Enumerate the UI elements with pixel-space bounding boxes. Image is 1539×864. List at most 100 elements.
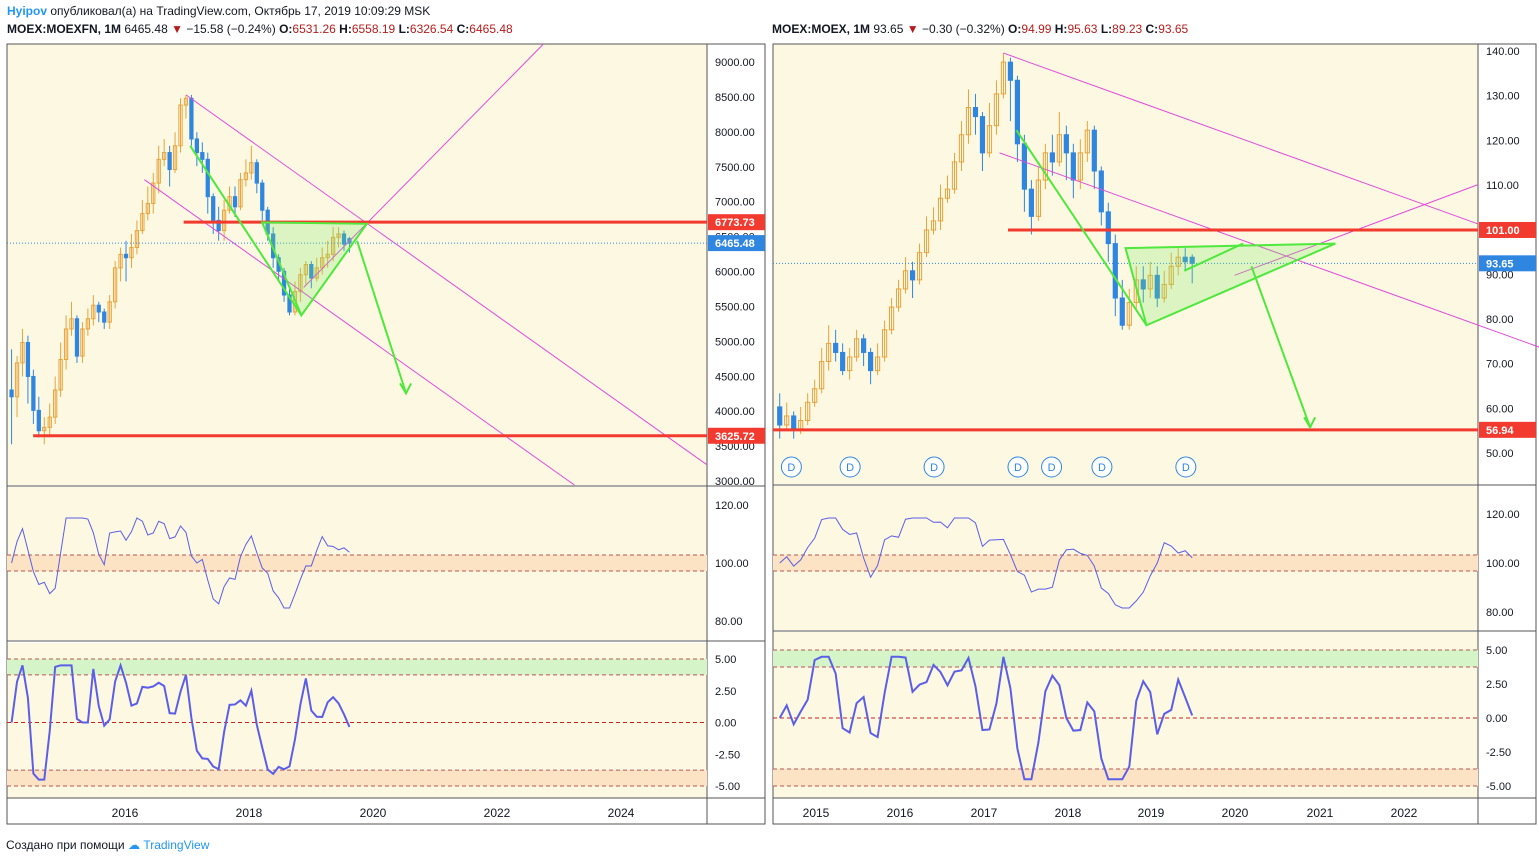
- candle-body: [1063, 134, 1069, 154]
- candle-body: [232, 196, 238, 208]
- close-value: 93.65: [1158, 22, 1189, 36]
- candle-body: [965, 107, 972, 136]
- candle-body: [178, 104, 183, 147]
- channel-lower-line: [999, 152, 1539, 348]
- candle-body: [944, 188, 951, 199]
- price-tag-label: 93.65: [1486, 258, 1514, 270]
- candle-body: [53, 389, 58, 418]
- time-tick-label: 2021: [1307, 806, 1334, 820]
- last-price: 93.65: [873, 22, 904, 36]
- symbol-label[interactable]: MOEX:MOEX, 1M: [772, 22, 871, 36]
- low-label: L:: [398, 22, 410, 36]
- candle-body: [162, 152, 167, 160]
- candle-body: [112, 267, 118, 303]
- candle-body: [854, 338, 860, 358]
- dividend-marker: [839, 456, 861, 478]
- candle-body: [916, 252, 923, 281]
- candle-body: [1189, 256, 1195, 264]
- dividend-marker: [1091, 456, 1113, 478]
- candle-body: [1077, 152, 1083, 181]
- candle-body: [1105, 211, 1111, 245]
- price-tick-label: 3500.00: [715, 441, 755, 453]
- osc2-lower-band: [773, 769, 1478, 786]
- candle-body: [36, 409, 41, 432]
- tradingview-link[interactable]: TradingView: [143, 838, 210, 852]
- high-value: 6558.19: [351, 22, 396, 36]
- price-tag-label: 3625.72: [715, 431, 755, 443]
- channel-lower-line: [144, 179, 575, 486]
- price-tag: [1479, 255, 1536, 272]
- candle-body: [42, 426, 47, 432]
- candle-body: [336, 233, 341, 238]
- price-tick-label: 6000.00: [715, 267, 755, 279]
- down-target-arrow: [1250, 265, 1312, 428]
- osc2-tick-label: 0.00: [1486, 713, 1507, 725]
- price-tag: [708, 214, 765, 231]
- price-tick-label: 3000.00: [715, 476, 755, 488]
- arrow-head: [399, 382, 412, 396]
- dividend-marker-label: D: [1014, 462, 1022, 474]
- candle-body: [211, 196, 216, 221]
- candle-body: [341, 233, 347, 245]
- oscillator2-line: [10, 662, 351, 781]
- candle-body: [972, 107, 979, 118]
- price-pane: [7, 44, 707, 485]
- symbol-label[interactable]: MOEX:MOEXFN, 1M: [7, 22, 122, 36]
- candle-body: [1168, 265, 1174, 285]
- channel-upper-line: [1003, 52, 1479, 225]
- high-label: H:: [1054, 22, 1068, 36]
- candle-body: [325, 253, 330, 259]
- candle-body: [1014, 79, 1021, 145]
- osc1-tick-label: 120.00: [1486, 509, 1520, 521]
- price-tag: [1479, 421, 1536, 438]
- change-value: −0.30 (−0.32%): [921, 22, 1005, 36]
- time-tick-label: 2018: [236, 806, 263, 820]
- price-tick-label: 9000.00: [715, 57, 755, 69]
- price-tick-label: 70.00: [1486, 359, 1514, 371]
- candle-body: [805, 401, 811, 421]
- candle-body: [200, 152, 205, 160]
- high-label: H:: [339, 22, 352, 36]
- candle-body: [1021, 143, 1028, 190]
- candle-body: [330, 236, 336, 255]
- time-tick-label: 2017: [971, 806, 998, 820]
- close-label: C:: [456, 22, 470, 36]
- osc1-band: [7, 555, 707, 571]
- candle-body: [216, 219, 221, 232]
- candle-body: [1140, 279, 1146, 290]
- left-chart-panel[interactable]: 9000.008500.008000.007500.007000.006500.…: [0, 0, 768, 835]
- time-tick-label: 2016: [112, 806, 139, 820]
- price-tag: [1479, 221, 1536, 238]
- candle-body: [1161, 283, 1167, 299]
- price-tick-label: 80.00: [1486, 314, 1514, 326]
- price-tick-label: 110.00: [1486, 180, 1519, 192]
- candle-body: [1070, 152, 1076, 181]
- candle-body: [91, 304, 96, 320]
- candle-body: [902, 270, 909, 290]
- candle-body: [58, 358, 63, 391]
- price-tag-label: 56.94: [1486, 425, 1514, 437]
- candle-body: [847, 356, 853, 372]
- osc1-band: [773, 555, 1478, 571]
- publish-info: опубликовал(а) на TradingView.com, Октяб…: [50, 4, 431, 18]
- time-tick-label: 2020: [1222, 806, 1249, 820]
- candle-body: [993, 93, 1000, 127]
- dividend-marker-label: D: [1182, 462, 1190, 474]
- osc1-tick-label: 80.00: [1486, 607, 1514, 619]
- time-tick-label: 2024: [608, 806, 635, 820]
- right-chart-panel[interactable]: 140.00 130.00 120.00 110.00 100.00 90.00 80.00…: [0, 0, 1539, 835]
- candle-body: [123, 253, 129, 259]
- time-tick-label: 2018: [1055, 806, 1082, 820]
- candle-body: [238, 179, 243, 208]
- time-tick-label: 2022: [1391, 806, 1418, 820]
- candle-body: [1098, 170, 1104, 213]
- author-name[interactable]: Hyipov: [7, 4, 48, 18]
- candle-body: [1035, 179, 1041, 217]
- tradingview-logo-icon[interactable]: ☁: [127, 838, 140, 852]
- candle-body: [812, 388, 818, 403]
- time-tick-label: 2022: [484, 806, 511, 820]
- price-tick-label: 130.00: [1486, 91, 1520, 103]
- down-target-arrow: [356, 240, 408, 394]
- candle-body: [868, 351, 874, 372]
- candle-body: [1028, 188, 1034, 217]
